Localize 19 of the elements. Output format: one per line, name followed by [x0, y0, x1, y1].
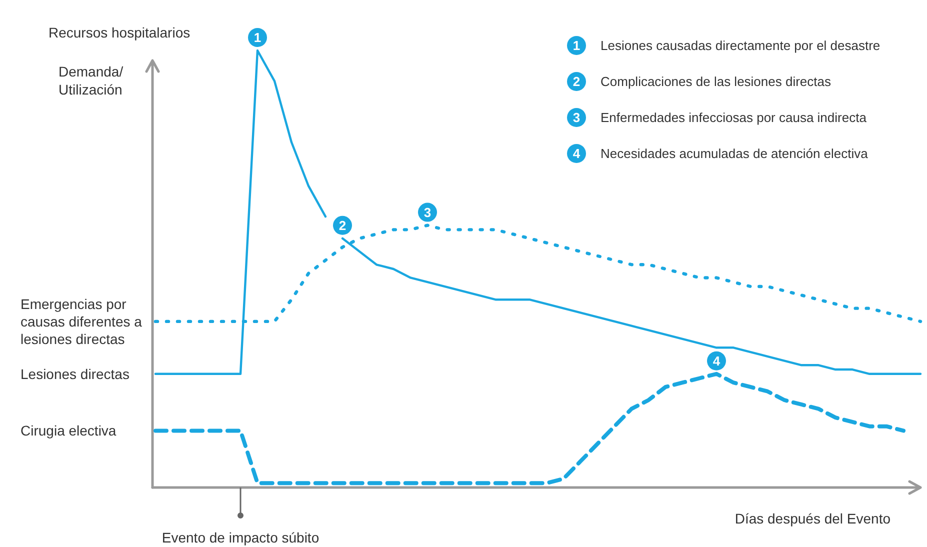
- text: Lesiones directas: [20, 366, 130, 382]
- text: Emergencias por causas diferentes a lesiones directas: [20, 296, 142, 348]
- text: 3: [572, 110, 580, 125]
- chart-title: Recursos hospitalarios: [48, 24, 190, 40]
- legend-label: Complicaciones de las lesiones directas: [600, 74, 832, 89]
- annotation: 4: [712, 353, 721, 368]
- text: Cirugia electiva: [20, 422, 116, 439]
- text: 4: [572, 146, 580, 161]
- y-axis-title: Demanda/ Utilización: [58, 64, 124, 98]
- annotation: 2: [338, 218, 346, 233]
- text: 2: [572, 74, 580, 89]
- text: Evento de impacto súbito: [162, 530, 320, 546]
- annotation: 3: [424, 204, 432, 220]
- legend-label: Necesidades acumuladas de atención electiva: [600, 146, 869, 161]
- legend-label: Enfermedades infecciosas por causa indirecta: [600, 110, 868, 125]
- x-axis-title: Días después del Evento: [734, 510, 891, 526]
- annotation: 1: [572, 38, 580, 53]
- legend-label: Lesiones causadas directamente por el desastre: [600, 38, 880, 53]
- text: 1: [254, 30, 262, 45]
